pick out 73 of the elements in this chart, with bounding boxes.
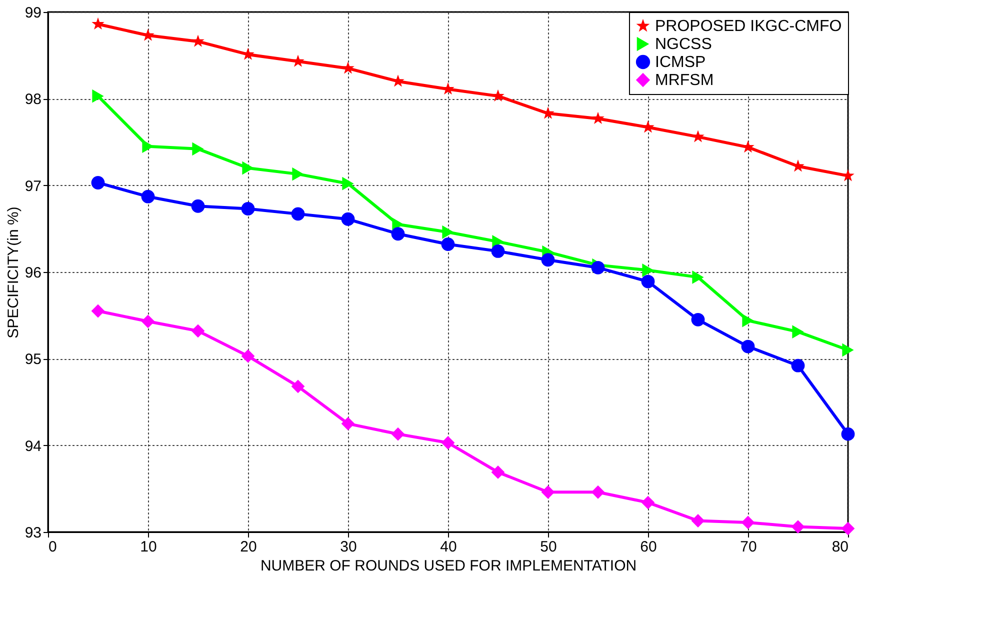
point (492, 89, 504, 102)
y-tick-label: 93 (24, 524, 42, 542)
point (142, 140, 154, 154)
x-tick-label: 50 (540, 538, 557, 556)
point (392, 218, 404, 232)
x-tick-label: 60 (640, 538, 657, 556)
point (442, 225, 454, 239)
point (841, 427, 855, 441)
y-tick-label: 94 (24, 438, 42, 455)
y-tick-label: 99 (24, 4, 42, 22)
point (692, 270, 704, 284)
y-tick-label: 97 (24, 178, 42, 195)
x-tick-label: 40 (440, 538, 457, 556)
y-tick-label: 96 (24, 264, 42, 282)
y-tick-label: 95 (24, 351, 42, 368)
legend-label: ICMSP (655, 54, 706, 71)
point (191, 199, 205, 213)
point (591, 485, 605, 499)
point (641, 274, 655, 288)
point (92, 17, 104, 30)
x-axis-title: NUMBER OF ROUNDS USED FOR IMPLEMENTATION (260, 558, 637, 574)
point (292, 167, 304, 181)
x-tick-label: 20 (240, 538, 257, 556)
point (642, 264, 654, 277)
x-tick-label: 10 (140, 538, 157, 556)
point (691, 312, 705, 326)
point (491, 465, 505, 479)
point (841, 522, 855, 536)
point (691, 514, 705, 528)
point (441, 436, 455, 450)
point (291, 207, 305, 221)
point (491, 244, 505, 258)
point (242, 161, 254, 175)
point (292, 54, 304, 67)
point (391, 427, 405, 441)
point (791, 520, 805, 534)
legend-label: MRFSM (655, 72, 714, 89)
point (141, 314, 155, 328)
x-tick-label: 70 (740, 538, 757, 556)
x-tick-label: 80 (832, 538, 848, 556)
point (591, 260, 605, 274)
point (441, 238, 455, 251)
point (91, 304, 105, 318)
point (742, 314, 754, 328)
point (592, 112, 604, 124)
point (741, 516, 755, 530)
point (641, 496, 655, 510)
point (842, 343, 854, 357)
x-tick-label: 0 (48, 538, 57, 556)
point (342, 176, 354, 190)
point (342, 62, 354, 74)
point (192, 34, 204, 47)
point (241, 349, 255, 363)
point (241, 202, 255, 216)
legend-label: NGCSS (655, 36, 712, 53)
y-tick-label: 98 (24, 91, 42, 108)
legend-label: PROPOSED IKGC-CMFO (655, 18, 842, 35)
point (391, 227, 405, 241)
point (192, 142, 204, 156)
point (541, 485, 555, 499)
point (91, 176, 105, 190)
point (92, 89, 104, 103)
point (791, 358, 805, 372)
point (141, 190, 155, 204)
point (341, 416, 355, 430)
point (741, 340, 755, 354)
y-axis-title: SPECIFICITY(in %) (4, 206, 22, 338)
point (541, 253, 555, 267)
point (341, 212, 355, 226)
point (792, 325, 804, 339)
point (191, 324, 205, 338)
x-tick-label: 30 (340, 538, 357, 556)
point (291, 380, 305, 394)
